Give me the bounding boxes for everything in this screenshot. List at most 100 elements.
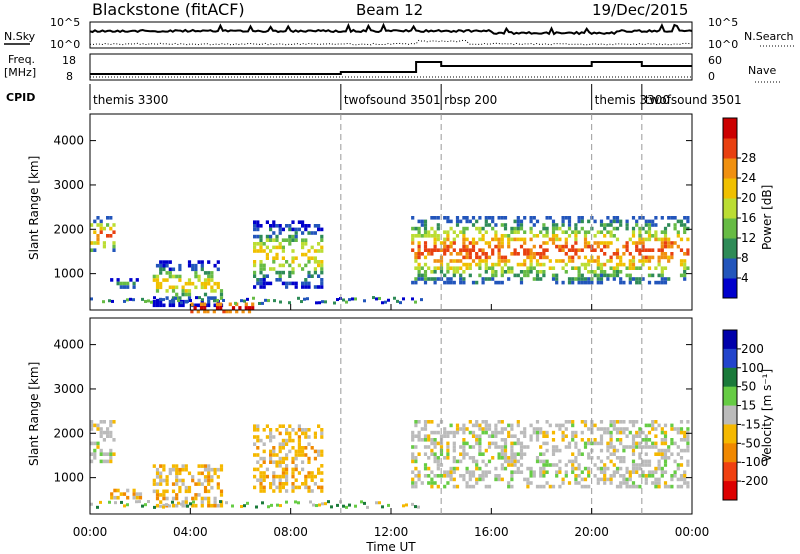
echo-cell [253,467,257,472]
echo-cell [481,452,485,456]
echo-cell [411,477,415,482]
echo-cell [219,493,224,497]
echo-cell [545,226,549,231]
echo-cell [657,466,661,471]
echo-cell [313,431,317,436]
echo-cell [647,438,652,442]
echo-cell [574,252,578,256]
echo-cell [199,306,204,310]
echo-cell [551,237,556,242]
echo-cell [481,420,485,424]
echo-cell [203,285,208,290]
echo-cell [468,273,472,278]
echo-cell [189,299,192,303]
echo-cell [265,238,269,242]
echo-cell [417,270,421,274]
echo-cell [256,428,260,432]
echo-cell [523,270,527,274]
echo-cell [276,503,279,507]
echo-cell [647,280,652,285]
echo-cell [609,430,613,435]
echo-cell [265,234,269,239]
echo-cell [184,489,188,494]
echo-cell [577,255,581,260]
echo-cell [256,249,260,253]
echo-cell [542,248,546,252]
echo-cell [269,227,273,232]
echo-cell [660,456,664,460]
echo-cell [654,234,658,238]
echo-cell [275,270,279,275]
echo-cell [297,449,301,454]
echo-cell [590,280,594,285]
echo-cell [181,478,185,483]
echo-cell [644,441,648,446]
echo-cell [635,466,639,471]
echo-cell [272,220,276,224]
echo-cell [317,449,321,454]
echo-cell [615,438,620,442]
echo-cell [452,477,456,482]
echo-cell [628,266,632,270]
echo-cell [304,252,308,257]
echo-cell [465,252,469,256]
echo-cell [216,298,219,302]
echo-cell [481,226,485,231]
colorbar-tick-label: 50 [741,380,756,394]
echo-cell [259,464,263,468]
echo-cell [615,456,620,460]
echo-cell [644,452,648,456]
echo-cell [109,423,113,428]
echo-cell [320,249,324,253]
echo-cell [320,471,324,475]
echo-cell [301,431,305,436]
echo-cell [99,500,102,504]
echo-cell [654,445,658,449]
echo-cell [446,470,450,474]
echo-cell [336,298,339,302]
echo-cell [679,219,684,224]
echo-cell [587,280,591,285]
echo-cell [497,452,501,456]
echo-cell [423,262,428,267]
echo-cell [423,420,428,424]
echo-cell [90,427,94,431]
echo-cell [110,492,114,496]
echo-cell [291,474,295,479]
echo-cell [516,223,520,227]
echo-cell [683,470,687,474]
echo-cell [175,496,179,501]
echo-cell [507,237,511,242]
echo-cell [304,431,308,436]
echo-cell [291,438,295,443]
echo-cell [619,277,623,281]
echo-cell [180,502,183,506]
echo-cell [535,277,540,281]
echo-cell [253,263,257,268]
echo-cell [619,219,623,224]
echo-cell [427,456,431,460]
echo-cell [108,500,111,504]
colorbar-tick-label: 15 [741,399,756,413]
echo-cell [574,223,578,227]
echo-cell [548,216,552,220]
echo-cell [657,459,661,464]
echo-cell [622,448,626,453]
colorbar-swatch [723,405,737,425]
echo-cell [580,420,584,424]
echo-cell [558,248,562,252]
echo-cell [452,456,456,460]
echo-cell [155,274,160,279]
echo-cell [529,262,533,267]
echo-cell [317,424,321,428]
echo-cell [247,306,252,310]
echo-cell [471,470,476,474]
echo-cell [564,262,568,267]
echo-cell [446,262,450,267]
echo-cell [500,266,504,270]
echo-cell [564,216,568,220]
echo-cell [503,226,508,231]
echo-cell [660,280,664,285]
echo-cell [106,430,110,435]
echo-cell [216,485,220,490]
